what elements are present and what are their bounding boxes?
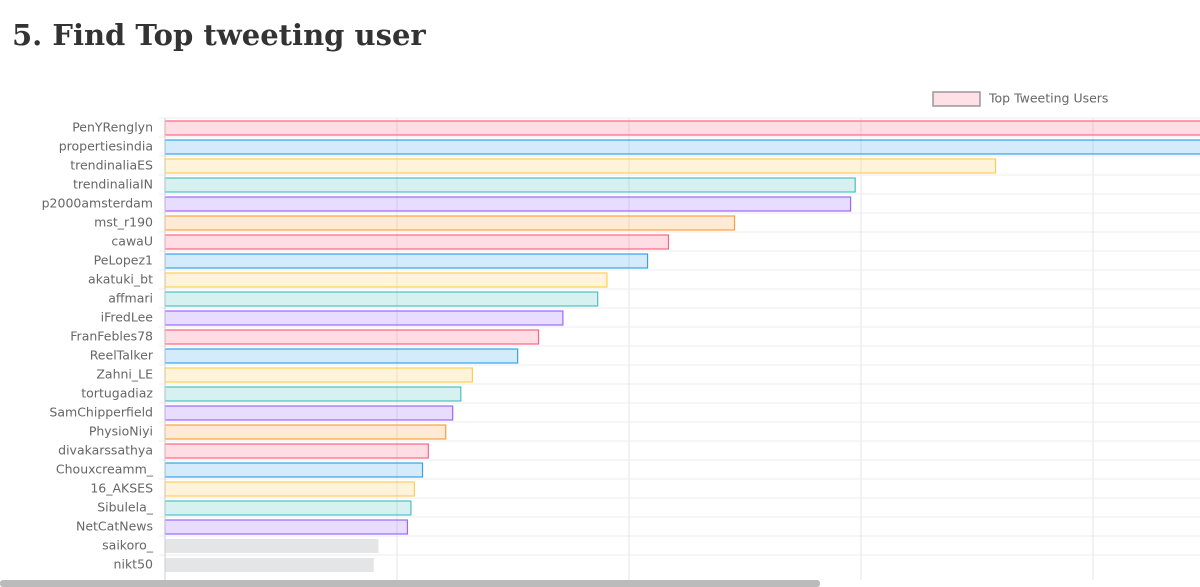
bar: [164, 481, 415, 497]
y-tick-label: p2000amsterdam: [42, 196, 153, 211]
y-tick-label: trendinaliaIN: [73, 177, 153, 192]
y-tick-label: Chouxcreamm_: [56, 462, 154, 477]
y-tick-label: propertiesindia: [59, 139, 153, 154]
y-tick-label: ReelTalker: [90, 348, 154, 363]
bar: [164, 196, 852, 212]
y-tick-label: PhysioNiyi: [89, 424, 153, 439]
bar: [164, 519, 409, 535]
y-tick-label: divakarssathya: [58, 443, 153, 458]
y-tick-label: 16_AKSES: [90, 481, 153, 496]
bar: [164, 177, 856, 193]
bar: [164, 329, 540, 345]
bar: [164, 443, 429, 459]
y-tick-label: nikt50: [114, 557, 153, 572]
bar: [164, 310, 564, 326]
bar: [164, 253, 649, 269]
y-tick-label: tortugadiaz: [81, 386, 153, 401]
legend-label: Top Tweeting Users: [988, 91, 1108, 106]
y-tick-label: saikoro_: [102, 538, 154, 553]
bar: [164, 348, 519, 364]
bar: [164, 234, 670, 250]
y-tick-label: mst_r190: [94, 215, 153, 230]
y-tick-label: PeLopez1: [94, 253, 153, 268]
bar: [164, 291, 599, 307]
y-tick-label: cawaU: [111, 234, 153, 249]
bar: [164, 158, 997, 174]
y-tick-label: NetCatNews: [76, 519, 153, 534]
bar: [165, 558, 374, 572]
bar: [164, 367, 473, 383]
bar: [164, 215, 736, 231]
bar: [164, 405, 454, 421]
bar: [164, 139, 1200, 155]
bar: [164, 386, 462, 402]
bar: [164, 272, 608, 288]
heading: 5. Find Top tweeting user: [12, 18, 426, 52]
bar: [165, 539, 379, 553]
y-tick-label: SamChipperfield: [49, 405, 153, 420]
y-tick-label: trendinaliaES: [70, 158, 153, 173]
bar: [164, 120, 1200, 136]
bar: [164, 462, 424, 478]
y-tick-label: Sibulela_: [97, 500, 154, 515]
y-tick-label: akatuki_bt: [88, 272, 153, 287]
y-tick-label: Zahni_LE: [96, 367, 153, 382]
scrollbar[interactable]: [0, 580, 820, 587]
y-tick-label: FranFebles78: [70, 329, 153, 344]
y-tick-label: iFredLee: [101, 310, 154, 325]
y-tick-label: PenYRenglyn: [72, 120, 153, 135]
bar: [164, 424, 447, 440]
bar: [164, 500, 412, 516]
legend-swatch: [932, 91, 981, 107]
y-tick-label: affmari: [108, 291, 153, 306]
